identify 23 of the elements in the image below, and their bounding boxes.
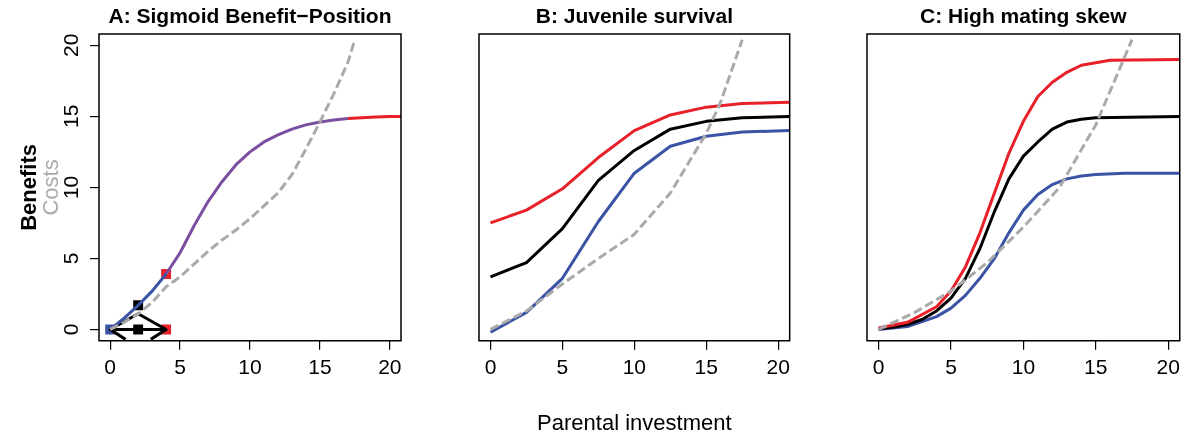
x-tick-label: 0 [484, 355, 497, 379]
chart-title: A: Sigmoid Benefit−Position [108, 4, 392, 28]
x-tick-label: 15 [1084, 355, 1108, 379]
x-tick-label: 5 [174, 355, 186, 379]
x-tick-label: 15 [694, 355, 718, 379]
x-tick-label: 15 [308, 355, 332, 379]
x-tick-label: 20 [1156, 355, 1180, 379]
y-tick-label: 5 [59, 252, 83, 265]
x-tick-label: 5 [556, 355, 569, 379]
y-tick-label: 0 [59, 323, 83, 336]
chart-title: B: Juvenile survival [535, 4, 733, 28]
y-tick-label: 20 [59, 33, 83, 58]
x-tick-label: 0 [104, 355, 117, 379]
chart-title: C: High mating skew [920, 4, 1128, 28]
x-tick-label: 10 [1011, 355, 1036, 379]
x-tick-label: 10 [238, 355, 262, 379]
x-tick-label: 10 [622, 355, 647, 379]
x-axis-title: Parental investment [537, 410, 732, 436]
y-tick-label: 15 [59, 104, 83, 129]
x-tick-label: 20 [378, 355, 402, 379]
x-tick-label: 0 [872, 355, 885, 379]
x-tick-label: 5 [945, 355, 957, 379]
x-tick-label: 20 [766, 355, 790, 379]
